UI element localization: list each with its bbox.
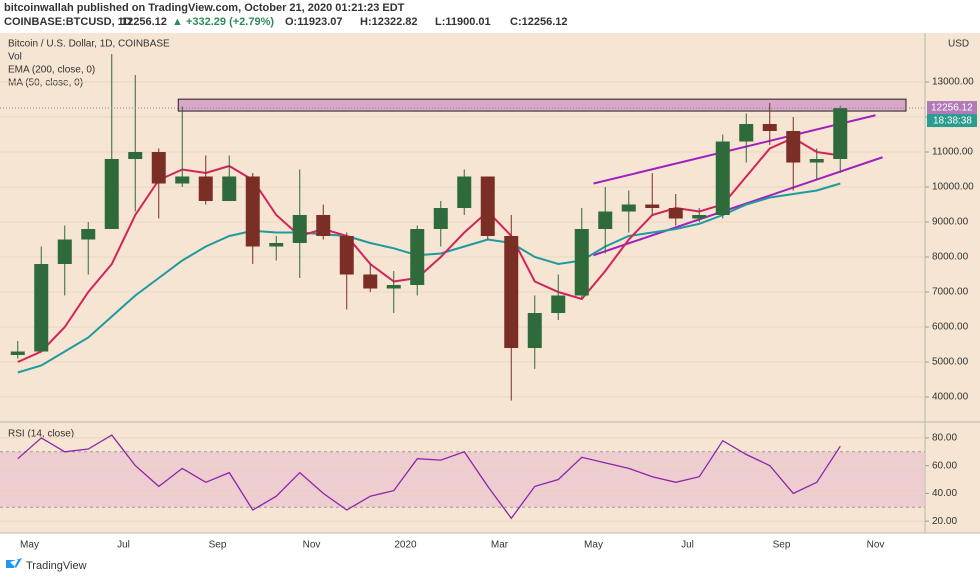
x-tick-label: Sep bbox=[773, 540, 791, 551]
candle-body bbox=[316, 215, 331, 237]
x-tick-label: 2020 bbox=[394, 540, 417, 551]
volume-label: Vol bbox=[8, 52, 22, 63]
x-tick-label: Jul bbox=[681, 540, 694, 551]
candle-body bbox=[34, 264, 49, 352]
symbol: COINBASE:BTCUSD, 1D bbox=[4, 16, 132, 28]
candle-body bbox=[57, 239, 72, 265]
candle-body bbox=[809, 159, 824, 163]
line bbox=[17, 182, 841, 374]
candle-body bbox=[480, 176, 495, 237]
channel-line bbox=[593, 156, 883, 257]
y-tick-label: 6000.00 bbox=[932, 322, 969, 333]
candle-body bbox=[551, 295, 566, 314]
candle-body bbox=[621, 204, 636, 212]
x-tick-label: Jul bbox=[117, 540, 130, 551]
channel-line bbox=[593, 114, 876, 185]
candle-body bbox=[175, 176, 190, 184]
candle-body bbox=[692, 215, 707, 219]
y-tick-label: 13000.00 bbox=[932, 77, 974, 88]
candle-body bbox=[433, 208, 448, 230]
candle-body bbox=[363, 274, 378, 289]
rsi-title: RSI (14, close) bbox=[8, 429, 74, 440]
candle-body bbox=[151, 152, 166, 184]
y-tick-label: 40.00 bbox=[932, 488, 957, 499]
plot-background bbox=[0, 33, 925, 533]
candle-body bbox=[245, 176, 260, 247]
last-price-label: 12256.12 bbox=[931, 103, 973, 114]
y-tick-label: 8000.00 bbox=[932, 252, 969, 263]
pane-title: Bitcoin / U.S. Dollar, 1D, COINBASE bbox=[8, 39, 170, 50]
y-tick-label: 80.00 bbox=[932, 433, 957, 444]
candle-body bbox=[128, 152, 143, 160]
line bbox=[17, 434, 841, 520]
candle-body bbox=[269, 243, 284, 247]
close: C:12256.12 bbox=[510, 16, 568, 28]
open: O:11923.07 bbox=[285, 16, 343, 28]
candle-body bbox=[81, 229, 96, 240]
candle-body bbox=[457, 176, 472, 209]
candle-body bbox=[574, 229, 589, 296]
x-tick-label: Mar bbox=[491, 540, 509, 551]
x-tick-label: Nov bbox=[303, 540, 321, 551]
symbol-line: COINBASE:BTCUSD, 1D 12256.12 ▲ +332.29 (… bbox=[4, 16, 568, 28]
resistance-zone bbox=[177, 98, 907, 112]
legend-entry: MA (50, close, 0) bbox=[8, 78, 83, 89]
footer: TradingView bbox=[26, 560, 87, 572]
y-tick-label: 10000.00 bbox=[932, 182, 974, 193]
y-tick-label: 11000.00 bbox=[932, 147, 973, 158]
countdown-box bbox=[927, 114, 977, 128]
candle-body bbox=[786, 131, 801, 163]
last-price-box bbox=[927, 101, 977, 115]
candle-body bbox=[198, 176, 213, 202]
change: ▲ +332.29 (+2.79%) bbox=[172, 16, 274, 28]
candle-body bbox=[10, 351, 25, 356]
candle-body bbox=[292, 215, 307, 244]
candle-body bbox=[762, 124, 777, 132]
legend-entry: EMA (200, close, 0) bbox=[8, 65, 95, 76]
candle-body bbox=[833, 108, 848, 160]
y-tick-label: 9000.00 bbox=[932, 217, 969, 228]
y-tick-label: 7000.00 bbox=[932, 287, 969, 298]
candle-body bbox=[339, 236, 354, 275]
candle-body bbox=[598, 211, 613, 230]
unit: USD bbox=[948, 39, 969, 50]
candle-body bbox=[668, 208, 683, 219]
candle-body bbox=[104, 159, 119, 230]
x-tick-label: May bbox=[584, 540, 603, 551]
y-tick-label: 4000.00 bbox=[932, 392, 969, 403]
line bbox=[17, 136, 841, 363]
y-tick-label: 5000.00 bbox=[932, 357, 969, 368]
candle-body bbox=[504, 236, 519, 349]
countdown: 18:38:38 bbox=[933, 116, 972, 127]
x-tick-label: Sep bbox=[209, 540, 227, 551]
last: 12256.12 bbox=[121, 16, 167, 28]
logo bbox=[6, 558, 22, 568]
candle-body bbox=[527, 313, 542, 349]
candle-body bbox=[739, 124, 754, 142]
y-tick-label: 20.00 bbox=[932, 516, 957, 527]
publisher: bitcoinwallah published on TradingView.c… bbox=[4, 2, 405, 14]
x-tick-label: May bbox=[20, 540, 39, 551]
candle-body bbox=[222, 176, 237, 202]
x-tick-label: Nov bbox=[867, 540, 885, 551]
candle-body bbox=[715, 141, 730, 216]
candle-body bbox=[410, 229, 425, 286]
low: L:11900.01 bbox=[435, 16, 491, 28]
high: H:12322.82 bbox=[360, 16, 418, 28]
candle-body bbox=[645, 204, 660, 209]
y-tick-label: 60.00 bbox=[932, 460, 957, 471]
rsi-band bbox=[0, 451, 925, 508]
candle-body bbox=[386, 285, 401, 289]
